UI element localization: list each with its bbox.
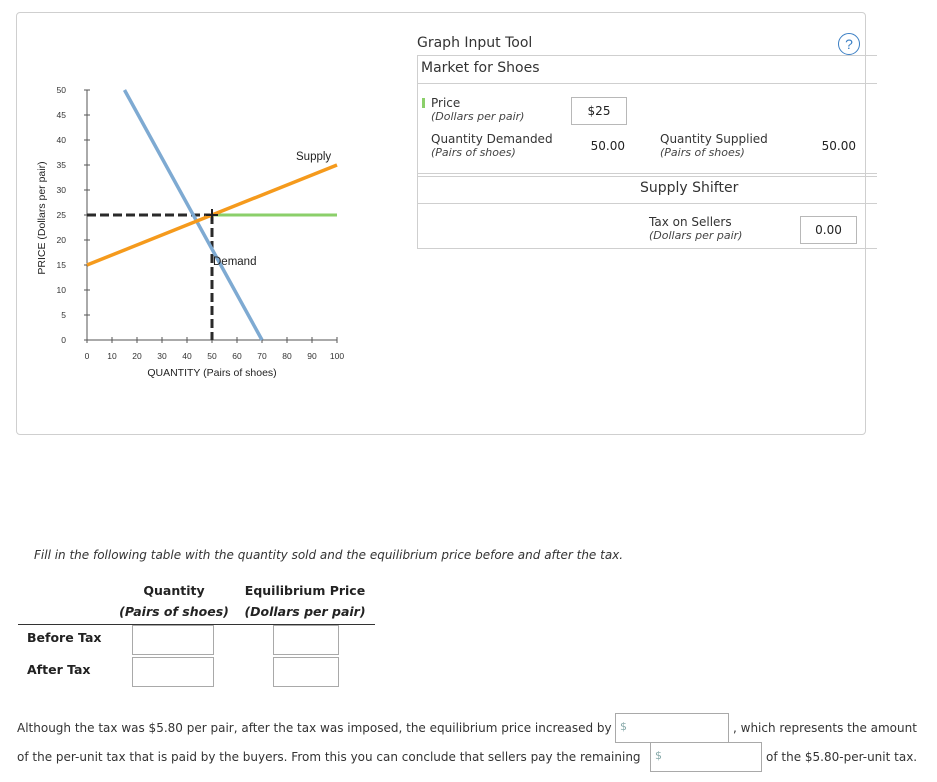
quantity-demanded-label: Quantity Demanded <box>431 132 553 146</box>
dollar-sign-icon: $ <box>655 749 662 762</box>
y-tick-label: 30 <box>57 185 67 195</box>
sentence-1-start: Although the tax was $5.80 per pair, aft… <box>17 721 612 735</box>
after-tax-price-input[interactable] <box>273 657 339 687</box>
y-tick-label: 50 <box>57 85 67 95</box>
x-tick-label: 80 <box>282 351 292 361</box>
divider <box>417 248 877 249</box>
price-input[interactable]: $25 <box>571 97 627 125</box>
help-icon[interactable]: ? <box>838 33 860 55</box>
market-title: Market for Shoes <box>421 60 540 76</box>
x-tick-label: 20 <box>132 351 142 361</box>
column-header-quantity: Quantity <box>143 583 205 598</box>
x-tick-label: 70 <box>257 351 267 361</box>
price-line-marker-icon <box>422 98 425 108</box>
divider <box>417 176 877 177</box>
column-header-quantity-units: (Pairs of shoes) <box>119 604 229 619</box>
x-tick-label: 0 <box>85 351 90 361</box>
x-tick-label: 50 <box>207 351 217 361</box>
quantity-supplied-value: 50.00 <box>821 139 856 153</box>
before-tax-price-input[interactable] <box>273 625 339 655</box>
x-tick-label: 10 <box>107 351 117 361</box>
column-header-price-units: (Dollars per pair) <box>244 604 366 619</box>
tax-units: (Dollars per pair) <box>649 229 743 242</box>
demand-label: Demand <box>213 256 256 268</box>
x-tick-label: 30 <box>157 351 167 361</box>
y-tick-label: 35 <box>57 160 67 170</box>
divider <box>417 203 877 204</box>
demand-curve <box>122 89 264 341</box>
y-tick-label: 45 <box>57 110 67 120</box>
supply-shifter-title: Supply Shifter <box>640 180 739 196</box>
quantity-supplied-units: (Pairs of shoes) <box>660 146 745 159</box>
tax-on-sellers-label: Tax on Sellers <box>649 215 732 229</box>
row-label-before-tax: Before Tax <box>27 630 102 645</box>
graph-panel <box>16 12 866 435</box>
divider <box>417 173 877 174</box>
y-tick-label: 10 <box>57 285 67 295</box>
price-increase-input[interactable]: $ <box>615 713 729 743</box>
graph-input-tool-title: Graph Input Tool <box>417 35 533 51</box>
after-tax-quantity-input[interactable] <box>132 657 214 687</box>
price-label: Price <box>431 96 461 110</box>
x-axis-title: QUANTITY (Pairs of shoes) <box>147 367 276 379</box>
y-tick-label: 20 <box>57 235 67 245</box>
y-tick-label: 0 <box>61 335 66 345</box>
row-label-after-tax: After Tax <box>27 662 91 677</box>
before-tax-quantity-input[interactable] <box>132 625 214 655</box>
x-tick-label: 90 <box>307 351 317 361</box>
sentence-2-end: of the $5.80-per-unit tax. <box>766 750 918 764</box>
supply-label: Supply <box>296 151 331 163</box>
x-tick-label: 100 <box>330 351 344 361</box>
divider <box>417 83 877 84</box>
y-axis-title: PRICE (Dollars per pair) <box>36 161 48 274</box>
sentence-2-start: of the per-unit tax that is paid by the … <box>17 750 641 764</box>
dollar-sign-icon: $ <box>620 720 627 733</box>
y-tick-label: 5 <box>61 310 66 320</box>
column-header-price: Equilibrium Price <box>244 583 366 598</box>
price-units: (Dollars per pair) <box>431 110 525 123</box>
table-header-rule <box>18 624 375 625</box>
seller-share-input[interactable]: $ <box>650 742 762 772</box>
divider <box>417 55 877 56</box>
x-tick-label: 60 <box>232 351 242 361</box>
sentence-1-end: , which represents the amount <box>733 721 917 735</box>
y-tick-label: 15 <box>57 260 67 270</box>
quantity-demanded-units: (Pairs of shoes) <box>431 146 516 159</box>
y-tick-label: 25 <box>57 210 67 220</box>
instruction-text: Fill in the following table with the qua… <box>34 548 624 562</box>
quantity-demanded-value: 50.00 <box>590 139 625 153</box>
quantity-supplied-label: Quantity Supplied <box>660 132 768 146</box>
y-tick-label: 40 <box>57 135 67 145</box>
divider <box>417 55 418 248</box>
x-tick-label: 40 <box>182 351 192 361</box>
tax-on-sellers-input[interactable]: 0.00 <box>800 216 857 244</box>
